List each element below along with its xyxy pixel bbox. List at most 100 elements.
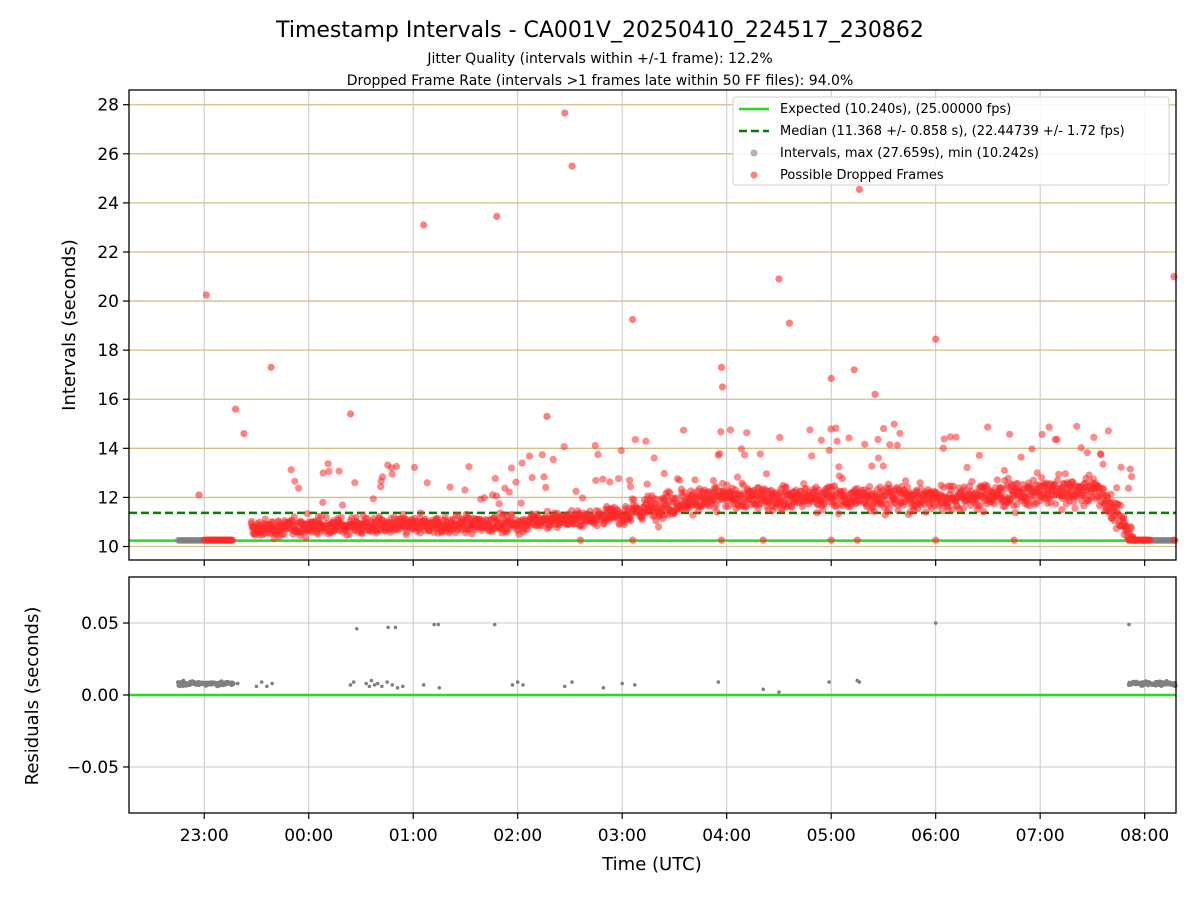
- dropped-frame-point: [465, 463, 473, 471]
- legend-intervals-label: Intervals, max (27.659s), min (10.242s): [780, 146, 1039, 161]
- x-tick-label: 01:00: [389, 826, 438, 846]
- dropped-frame-outlier: [827, 374, 835, 382]
- dropped-frame-point: [1117, 463, 1125, 471]
- residual-point: [367, 684, 372, 689]
- dropped-frame-point: [1038, 430, 1046, 439]
- dropped-frame-point: [874, 435, 882, 444]
- dropped-frame-outlier: [850, 366, 858, 374]
- dropped-frame-point: [896, 429, 904, 437]
- dropped-frame-point: [952, 433, 960, 441]
- dropped-frame-point: [833, 437, 841, 445]
- dropped-frame-point: [542, 483, 550, 491]
- dropped-frame-point: [813, 509, 821, 517]
- dropped-frame-point: [290, 513, 298, 521]
- residual-point: [380, 684, 384, 689]
- dropped-frame-point: [1141, 536, 1149, 544]
- top-y-tick-label: 18: [97, 341, 119, 361]
- dropped-frame-point: [269, 518, 277, 526]
- dropped-frame-point: [617, 446, 625, 455]
- dropped-frame-point: [525, 452, 534, 460]
- x-tick-label: 05:00: [807, 826, 856, 846]
- dropped-frame-point: [963, 463, 971, 472]
- dropped-frame-point: [606, 478, 614, 486]
- dropped-frame-point: [629, 536, 637, 544]
- dropped-frame-point: [691, 476, 699, 484]
- dropped-frame-point: [480, 494, 488, 502]
- dropped-frame-point: [643, 480, 651, 488]
- legend-dropped-swatch: [750, 171, 758, 179]
- dropped-frame-point: [572, 487, 580, 495]
- dropped-frame-point: [560, 443, 568, 451]
- dropped-frame-point: [1000, 466, 1008, 475]
- dropped-frame-point: [922, 508, 930, 516]
- dropped-frame-point: [345, 530, 353, 538]
- dropped-frame-outlier: [871, 390, 879, 398]
- x-tick-label: 23:00: [180, 826, 229, 846]
- top-y-tick-label: 20: [97, 292, 119, 312]
- residual-point: [231, 681, 236, 686]
- dropped-frame-point: [984, 423, 992, 431]
- dropped-frame-point: [759, 536, 767, 544]
- dropped-frame-point: [845, 434, 853, 442]
- dropped-frame-point: [1028, 445, 1036, 453]
- dropped-frame-point: [980, 508, 988, 516]
- top-y-tick-label: 12: [97, 488, 119, 508]
- residual-point: [492, 622, 497, 627]
- dropped-frame-point: [410, 463, 419, 472]
- dropped-frame-point: [505, 488, 513, 496]
- residual-point: [375, 681, 380, 686]
- bottom-plot-x-ticks: 23:00 00:00 01:00 02:00 03:00 04:00 05:00 06:00…: [180, 813, 1169, 846]
- dropped-frame-point: [998, 488, 1006, 496]
- dropped-frame-point: [874, 454, 882, 462]
- legend: Expected (10.240s), (25.00000 fps) Media…: [732, 96, 1170, 186]
- dropped-frame-point: [287, 466, 295, 474]
- chart-title: Timestamp Intervals - CA001V_20250410_22…: [275, 18, 924, 43]
- dropped-frame-point: [200, 536, 208, 544]
- residual-point: [351, 680, 356, 684]
- dropped-frame-point: [776, 433, 784, 442]
- residual-point: [390, 683, 395, 687]
- bottom-plot-y-axis-label: Residuals (seconds): [22, 607, 43, 786]
- dropped-frame-point: [1107, 490, 1115, 498]
- residual-point: [432, 622, 436, 627]
- dropped-frame-point: [461, 486, 469, 494]
- dropped-frame-point: [916, 479, 924, 487]
- dropped-frame-point: [817, 436, 825, 444]
- dropped-frame-outlier: [543, 412, 551, 421]
- dropped-frame-point: [660, 469, 668, 478]
- dropped-frame-point: [517, 499, 525, 507]
- dropped-frame-point: [303, 510, 312, 518]
- dropped-frame-point: [1097, 451, 1105, 459]
- dropped-frame-point: [325, 467, 333, 476]
- dropped-frame-point: [866, 482, 874, 491]
- x-tick-label: 06:00: [911, 826, 960, 846]
- residual-point: [716, 680, 721, 684]
- residual-point: [827, 680, 831, 684]
- dropped-frame-point: [993, 476, 1001, 484]
- dropped-frame-outlier: [629, 315, 637, 324]
- dropped-frame-point: [654, 523, 663, 531]
- dropped-frame-point: [1055, 470, 1063, 478]
- dropped-frame-point: [733, 473, 742, 481]
- dropped-frame-point: [743, 429, 751, 437]
- dropped-frame-point: [835, 463, 843, 471]
- dropped-frame-point: [1117, 501, 1125, 509]
- dropped-frame-outlier: [202, 291, 210, 299]
- dropped-frame-point: [593, 522, 601, 530]
- dropped-frame-point: [675, 476, 684, 484]
- dropped-frame-point: [868, 462, 876, 470]
- dropped-frame-point: [549, 455, 557, 464]
- dropped-frame-outlier: [420, 221, 428, 229]
- dropped-frame-point: [861, 440, 869, 448]
- residual-point: [372, 683, 377, 687]
- dropped-frame-point: [903, 483, 911, 491]
- dropped-frame-point: [369, 495, 377, 503]
- dropped-frame-point: [1130, 536, 1138, 544]
- bottom-plot-y-ticks: 0.05 0.00 −0.05: [67, 614, 129, 778]
- dropped-frame-point: [1077, 444, 1085, 452]
- dropped-frame-point: [540, 473, 548, 481]
- dropped-frame-point: [820, 499, 829, 507]
- dropped-frame-point: [756, 450, 764, 458]
- dropped-frame-point: [1053, 435, 1061, 443]
- dropped-frame-point: [806, 426, 814, 434]
